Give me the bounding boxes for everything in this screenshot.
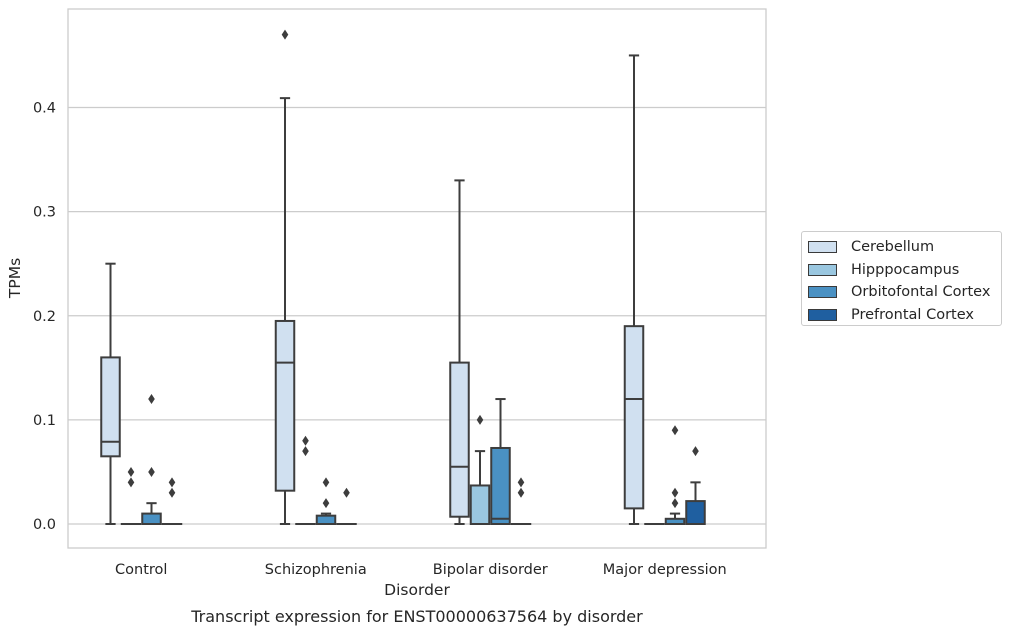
legend-label: Orbitofontal Cortex xyxy=(851,284,991,301)
plot-frame xyxy=(67,8,767,549)
legend-item: Cerebellum xyxy=(808,236,1001,259)
legend-label: Hipppocampus xyxy=(851,261,960,278)
x-tick-label: Major depression xyxy=(603,562,727,578)
box-mark xyxy=(120,466,142,526)
legend: Cerebellum Hipppocampus Orbitofontal Corte… xyxy=(801,231,1002,326)
box-mark xyxy=(336,487,357,526)
x-tick-label: Schizophrenia xyxy=(265,562,367,578)
outlier-point xyxy=(671,425,679,436)
x-tick-label: Control xyxy=(115,562,167,578)
outlier-point xyxy=(517,487,525,498)
outlier-point xyxy=(148,394,155,405)
legend-item: Orbitofontal Cortex xyxy=(808,281,1001,304)
outlier-point xyxy=(671,498,679,509)
legend-swatch xyxy=(808,263,837,276)
legend-swatch xyxy=(808,241,837,254)
outlier-point xyxy=(343,487,350,498)
legend-swatch xyxy=(808,308,837,321)
outlier-point xyxy=(692,446,699,457)
box-mark xyxy=(295,435,316,526)
outlier-point xyxy=(168,487,176,498)
box-mark xyxy=(274,29,296,525)
box-mark xyxy=(449,179,470,525)
box-mark xyxy=(141,394,162,526)
box-mark xyxy=(490,398,511,525)
legend-item: Hipppocampus xyxy=(808,259,1001,282)
outlier-point xyxy=(517,477,525,488)
legend-item: Prefrontal Cortex xyxy=(808,304,1001,327)
outlier-point xyxy=(168,477,176,488)
legend-label: Cerebellum xyxy=(851,239,935,256)
y-tick-label: 0.4 xyxy=(33,101,56,117)
x-tick-label: Bipolar disorder xyxy=(433,562,548,578)
outlier-point xyxy=(322,498,330,509)
box-plot-marks xyxy=(100,29,706,526)
box-mark xyxy=(685,446,706,525)
outlier-point xyxy=(148,466,155,477)
box-body xyxy=(141,512,162,526)
outlier-point xyxy=(127,477,135,488)
y-tick-label: 0.1 xyxy=(33,413,56,429)
y-tick-label: 0.3 xyxy=(33,205,56,221)
outlier-point xyxy=(281,29,289,40)
box-body xyxy=(685,500,706,525)
box-mark xyxy=(510,477,532,526)
box-body xyxy=(315,514,337,525)
box-mark xyxy=(100,262,121,525)
box-body xyxy=(274,319,296,492)
outlier-point xyxy=(302,435,309,446)
outlier-point xyxy=(671,487,679,498)
box-body xyxy=(469,484,491,526)
outlier-point xyxy=(302,446,309,457)
y-tick-label: 0.2 xyxy=(33,309,56,325)
box-body xyxy=(623,325,645,510)
legend-label: Prefrontal Cortex xyxy=(851,306,974,323)
outlier-point xyxy=(322,477,330,488)
x-tick-labels: Control Schizophrenia Bipolar disorder Majo… xyxy=(115,562,727,578)
box-mark xyxy=(623,54,645,525)
y-tick-labels: 0.0 0.1 0.2 0.3 0.4 xyxy=(33,101,56,534)
figure-caption: Transcript expression for ENST0000063756… xyxy=(191,607,643,626)
y-tick-label: 0.0 xyxy=(33,517,56,533)
legend-swatch xyxy=(808,286,837,299)
outlier-point xyxy=(476,414,484,425)
box-body xyxy=(449,361,470,518)
box-mark xyxy=(315,477,337,525)
x-axis-label: Disorder xyxy=(384,581,450,599)
box-mark xyxy=(469,414,491,526)
box-body xyxy=(100,356,121,458)
gridlines xyxy=(68,106,766,525)
box-mark xyxy=(664,425,686,526)
y-axis-label: TPMs xyxy=(6,258,24,299)
box-body xyxy=(490,446,511,525)
box-mark xyxy=(161,477,183,526)
outlier-point xyxy=(127,466,135,477)
